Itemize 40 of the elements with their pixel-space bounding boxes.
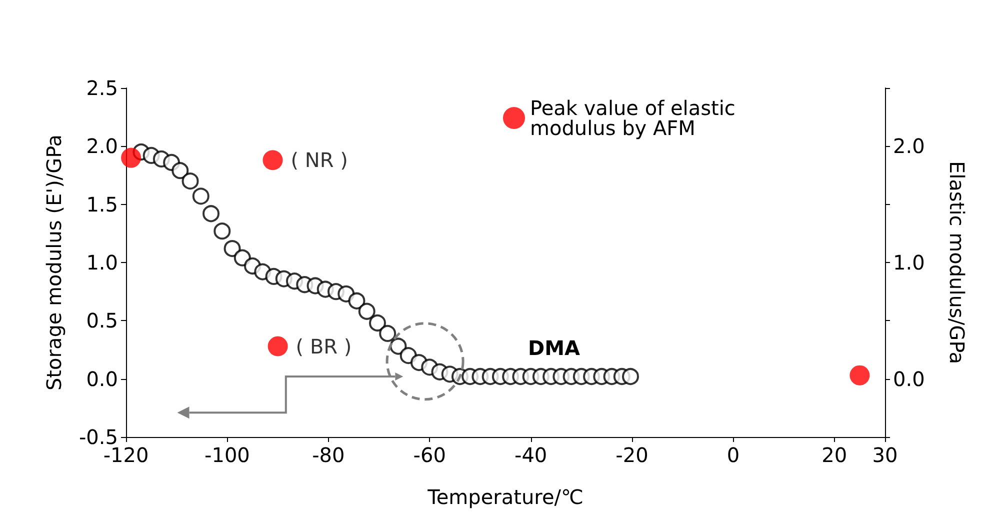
- point: [214, 222, 231, 240]
- y-axis-title: Storage modulus (E')/GPa: [42, 134, 66, 391]
- point: [358, 302, 376, 320]
- point: [121, 148, 142, 168]
- y2-tick-label: 2.0: [893, 134, 925, 158]
- y2-axis-title: Elastic modulus/GPa: [945, 160, 969, 364]
- x-tick-label: -20: [616, 443, 648, 467]
- x-axis-title: Temperature/℃: [426, 485, 584, 509]
- point: [348, 292, 366, 310]
- point: [172, 162, 189, 180]
- x-tick-label: -80: [312, 443, 345, 467]
- point: [192, 188, 210, 205]
- y-tick-label: 1.5: [86, 192, 118, 216]
- x-tick-label: -40: [514, 443, 548, 467]
- point: [262, 150, 283, 170]
- x-tick-label: -100: [204, 443, 250, 467]
- y-tick-label: 0.5: [86, 308, 118, 333]
- point: [202, 205, 220, 222]
- y2-tick-label: 1.0: [893, 250, 925, 274]
- y-tick-label: 2.5: [86, 76, 118, 100]
- point: [379, 324, 396, 342]
- annotation: ( BR ): [296, 334, 352, 358]
- x-tick-label: -120: [103, 443, 149, 467]
- point: [224, 240, 241, 258]
- annotation: DMA: [528, 336, 581, 360]
- point: [622, 368, 639, 385]
- y2-tick-label: 0.0: [893, 366, 925, 391]
- point: [182, 172, 199, 190]
- point: [368, 314, 386, 332]
- point: [268, 336, 288, 356]
- y-tick-label: 2.0: [86, 134, 118, 158]
- x-tick-label: -60: [413, 443, 446, 467]
- y-tick-label: 0.0: [86, 366, 118, 391]
- y-tick-label: 1.0: [86, 250, 118, 274]
- point: [850, 365, 870, 386]
- legend-label: Peak value of elastic modulus by AFM: [530, 96, 742, 140]
- annotation: ( NR ): [290, 148, 348, 172]
- x-tick-label: 0: [726, 443, 740, 467]
- x-tick-label: 30: [872, 443, 898, 467]
- x-tick-label: 20: [822, 443, 848, 467]
